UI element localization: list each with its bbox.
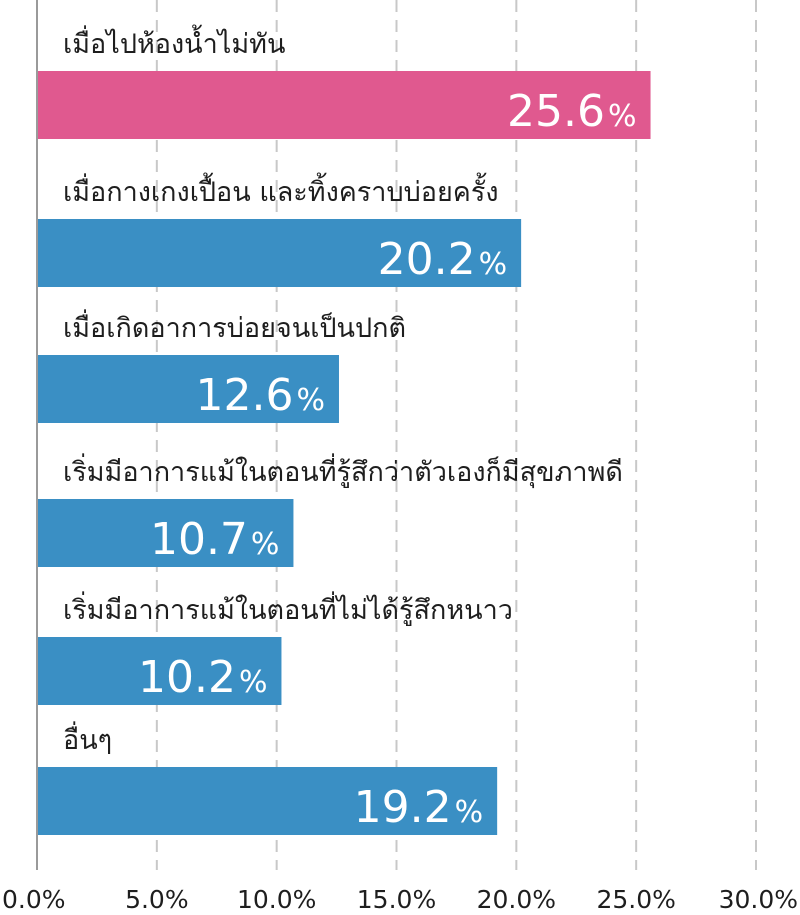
category-label: เริ่มมีอาการแม้ในตอนที่รู้สึกว่าตัวเองก็… [63,453,623,489]
category-label: เมื่อไปห้องน้ำไม่ทัน [63,24,285,60]
value-label: 12.6% [195,370,324,421]
category-label: เมื่อเกิดอาการบ่อยจนเป็นปกติ [63,309,406,344]
x-tick-label: 0.0% [2,885,66,914]
bar [37,767,498,835]
x-tick-label: 30.0% [719,885,798,914]
bar [37,71,651,139]
value-label: 19.2% [354,782,483,833]
x-tick-label: 25.0% [596,885,675,914]
bar [37,355,339,423]
gridlines [155,0,757,870]
bars [37,71,651,835]
x-tick-label: 10.0% [237,885,316,914]
category-labels: เมื่อไปห้องน้ำไม่ทันเมื่อกางเกงเปื้อน แล… [63,24,623,756]
category-label: เริ่มมีอาการแม้ในตอนที่ไม่ได้รู้สึกหนาว [63,591,513,626]
value-label: 10.7% [150,514,279,565]
x-tick-label: 15.0% [357,885,436,914]
category-label: เมื่อกางเกงเปื้อน และทิ้งคราบบ่อยครั้ง [63,172,499,208]
bar [37,219,522,287]
category-label: อื่นๆ [63,721,112,756]
value-labels: 25.6 % 20.2 % 12.6 % 10.7 % 10.2 % 19.2% [138,86,637,833]
x-tick-labels: 0.0% 5.0% 10.0% 15.0% 20.0% 25.0% 30.0% [2,885,798,914]
value-label: 25.6% [507,86,636,137]
bar [37,499,294,567]
x-tick-label: 5.0% [125,885,189,914]
bar [37,637,282,705]
x-tick-label: 20.0% [477,885,556,914]
value-label: 20.2% [378,234,507,285]
value-label: 10.2% [138,652,267,703]
